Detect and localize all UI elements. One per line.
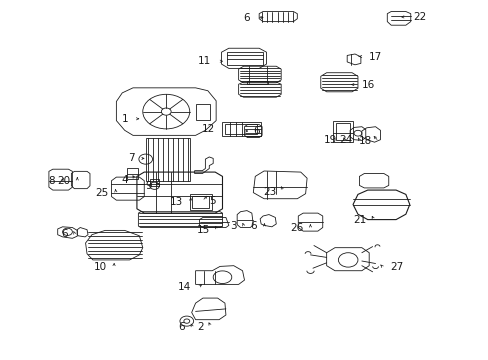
Text: 6: 6 [242,13,249,23]
Text: 16: 16 [361,80,374,90]
Text: 2: 2 [196,321,203,332]
Text: 10: 10 [93,262,106,272]
Bar [127,168,138,179]
Text: 20: 20 [57,176,70,186]
Text: 3: 3 [229,221,236,231]
Bar [195,104,210,120]
Text: 26: 26 [289,222,303,233]
Bar [224,124,256,134]
Text: 21: 21 [353,215,366,225]
Bar [336,123,349,140]
Bar [145,138,189,181]
Text: 6: 6 [178,321,184,332]
Bar [149,179,159,186]
Text: 27: 27 [389,262,403,272]
Text: 18: 18 [358,136,371,147]
Text: 17: 17 [368,51,382,62]
Text: 11: 11 [198,56,211,66]
Text: 14: 14 [177,282,190,292]
Text: 1: 1 [121,114,128,124]
Text: 5: 5 [209,196,216,206]
Text: 6: 6 [253,126,260,136]
Bar [247,81,268,84]
Text: 8: 8 [48,176,55,186]
Text: 7: 7 [128,153,135,163]
Bar [227,52,262,65]
Text: 19: 19 [324,135,337,145]
Text: 9: 9 [144,181,151,191]
Text: 6: 6 [250,221,257,231]
Text: 4: 4 [121,175,128,185]
Text: 12: 12 [202,123,215,134]
Text: 6: 6 [61,229,67,239]
Text: 13: 13 [170,197,183,207]
Bar [192,196,209,208]
Bar [221,122,260,136]
Text: 23: 23 [263,186,276,197]
Text: 15: 15 [197,225,210,235]
Bar [333,121,352,142]
Text: 25: 25 [95,188,108,198]
Bar [189,194,212,210]
Text: 24: 24 [338,135,351,145]
Text: 22: 22 [412,12,426,22]
